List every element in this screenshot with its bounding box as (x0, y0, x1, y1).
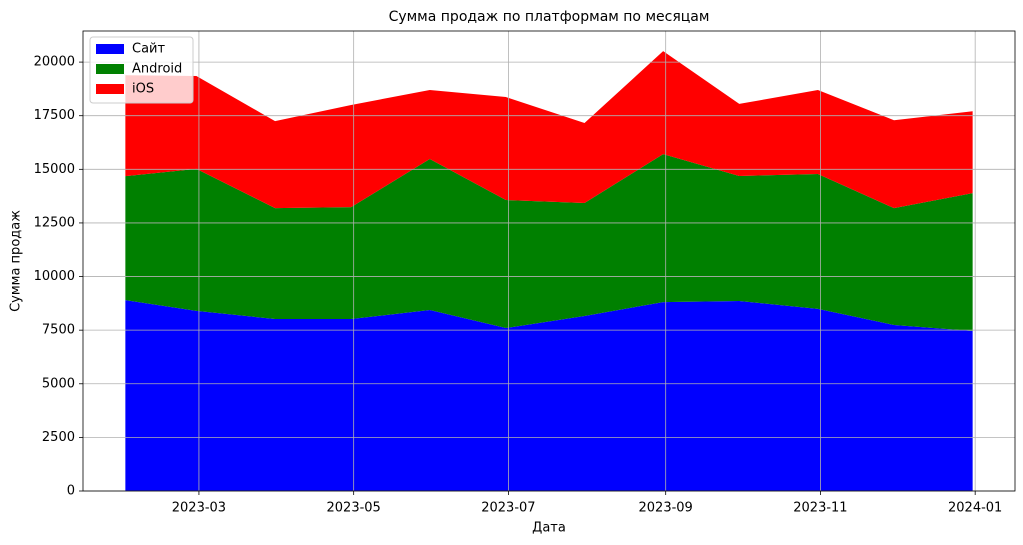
x-tick-label: 2023-09 (639, 501, 693, 516)
y-tick-label: 5000 (42, 376, 75, 391)
area (125, 51, 973, 209)
legend-swatch (96, 84, 124, 94)
x-tick-label: 2023-03 (172, 501, 226, 516)
legend-label: Сайт (132, 42, 165, 57)
x-tick-label: 2024-01 (948, 501, 1002, 516)
x-tick-label: 2023-05 (327, 501, 381, 516)
legend-label: iOS (132, 82, 154, 97)
area (125, 300, 973, 491)
y-tick-label: 15000 (34, 162, 75, 177)
plot-frame (82, 30, 1016, 492)
y-tick-label: 20000 (34, 55, 75, 70)
y-tick-label: 10000 (34, 269, 75, 284)
legend-swatch (96, 64, 124, 74)
legend-swatch (96, 44, 124, 54)
y-tick-label: 0 (67, 484, 75, 499)
y-tick-label: 17500 (34, 108, 75, 123)
area (125, 154, 973, 332)
chart-title: Сумма продаж по платформам по месяцам (389, 9, 710, 25)
legend-label: Android (132, 62, 182, 77)
y-axis-label: Сумма продаж (9, 210, 24, 312)
y-tick-label: 2500 (42, 430, 75, 445)
y-tick-label: 12500 (34, 215, 75, 230)
legend: Сайт Android iOS (89, 36, 194, 104)
x-tick-label: 2023-07 (481, 501, 535, 516)
x-axis-label: Дата (532, 521, 566, 536)
x-tick-label: 2023-11 (793, 501, 847, 516)
y-tick-label: 7500 (42, 323, 75, 338)
